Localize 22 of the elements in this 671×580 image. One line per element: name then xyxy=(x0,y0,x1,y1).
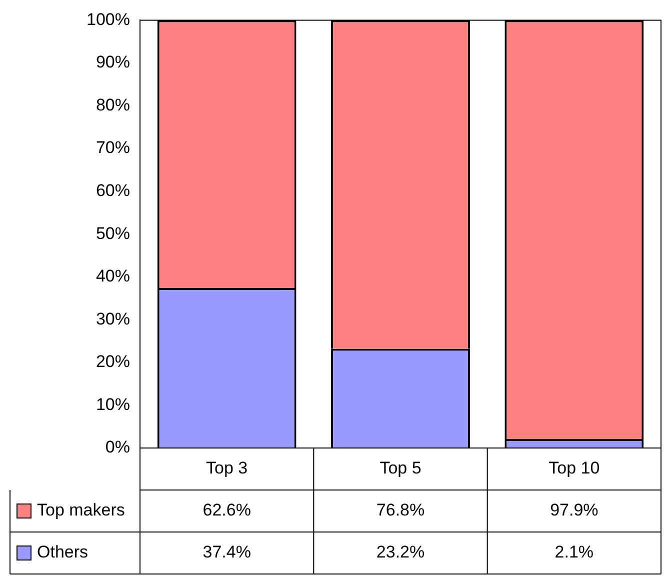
y-tick-label: 0% xyxy=(105,438,130,457)
legend-label: Top makers xyxy=(37,500,125,520)
data-label: 62.6% xyxy=(202,500,251,520)
y-tick-label: 80% xyxy=(96,95,130,114)
data-label: 2.1% xyxy=(554,542,594,562)
x-tick-label: Top 3 xyxy=(206,458,248,478)
data-label: 23.2% xyxy=(376,542,425,562)
y-tick-label: 100% xyxy=(86,10,130,29)
x-tick-label: Top 5 xyxy=(380,458,422,478)
y-tick-label: 60% xyxy=(96,181,130,200)
y-tick-label: 20% xyxy=(96,352,130,372)
data-label: 37.4% xyxy=(202,542,251,562)
data-label: 76.8% xyxy=(376,500,425,520)
y-tick-label: 70% xyxy=(96,138,130,158)
y-tick-label: 40% xyxy=(96,266,130,286)
y-tick-label: 50% xyxy=(96,224,130,243)
data-label: 97.9% xyxy=(550,500,598,520)
x-tick-label: Top 10 xyxy=(548,458,600,478)
y-tick-label: 30% xyxy=(96,309,130,328)
y-tick-label: 10% xyxy=(96,394,130,414)
legend-label: Others xyxy=(37,542,88,562)
y-tick-label: 90% xyxy=(96,52,130,72)
